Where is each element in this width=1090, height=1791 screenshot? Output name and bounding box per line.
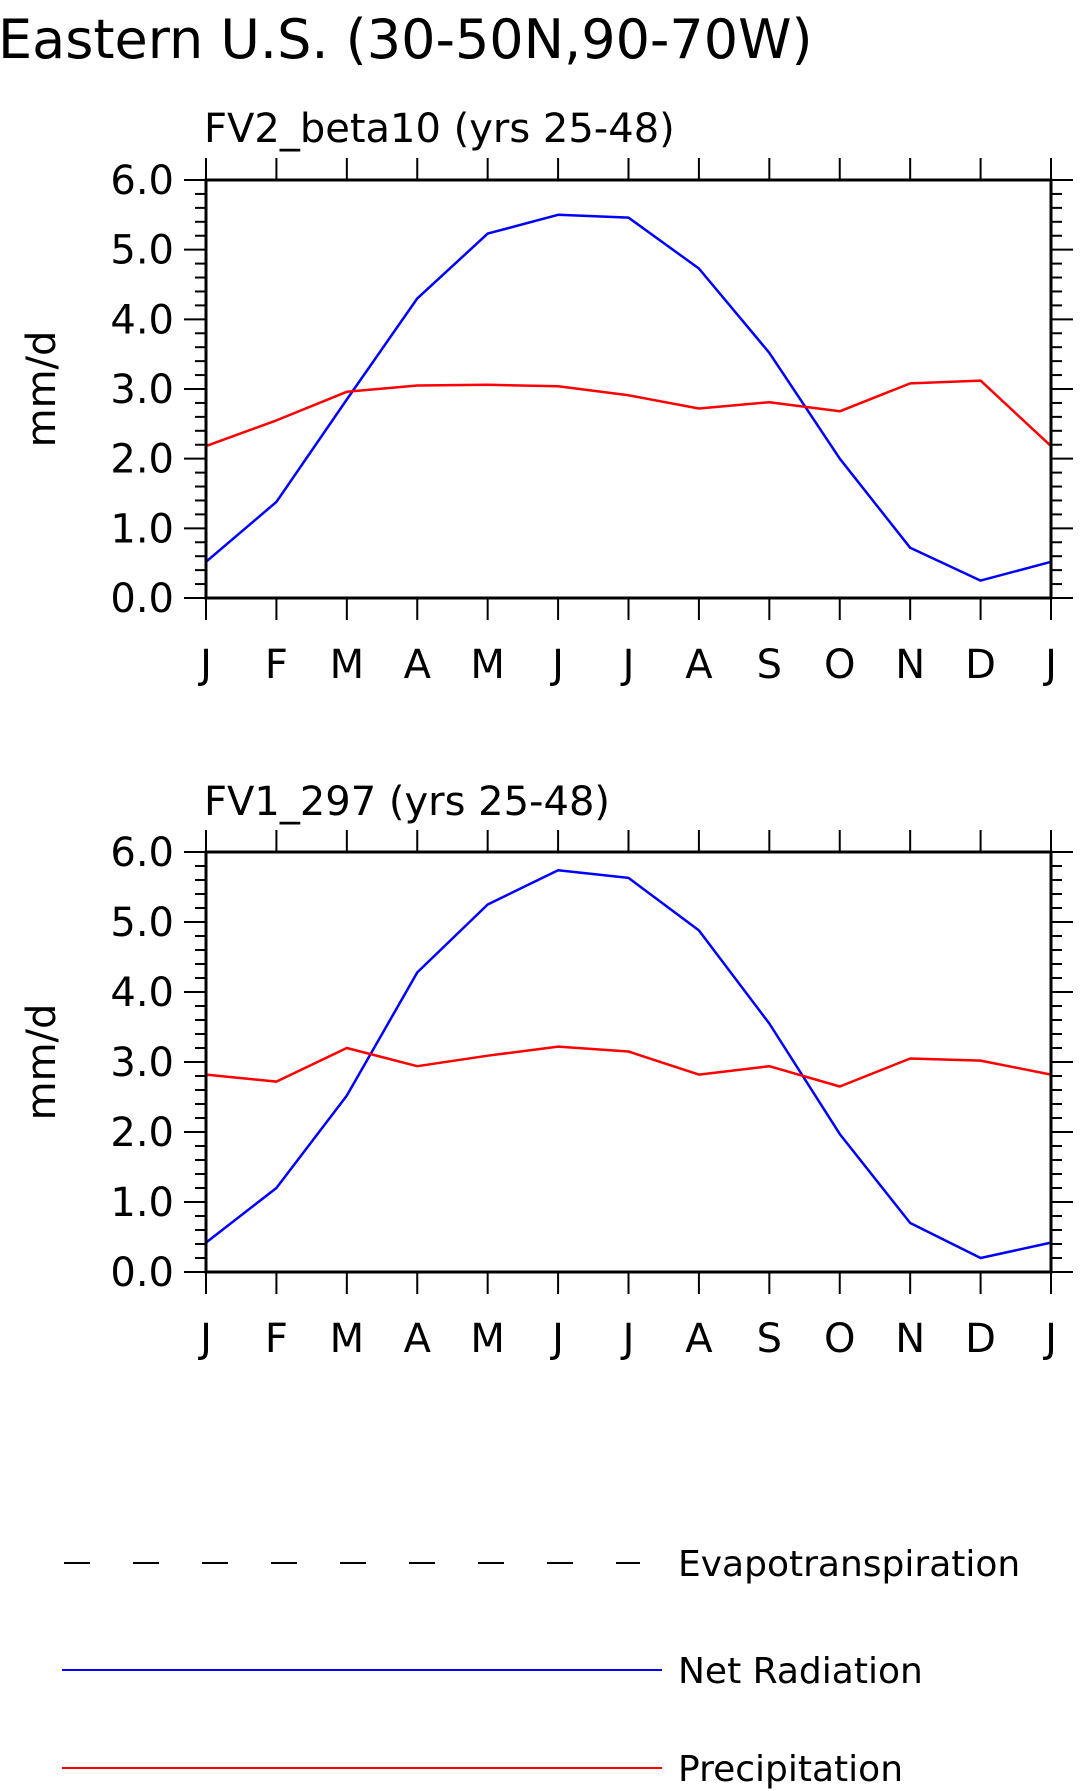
x-tick-label: A [685, 642, 713, 688]
x-tick-label: A [404, 1316, 432, 1362]
x-tick-label: J [549, 1316, 564, 1362]
x-tick-label: O [824, 1316, 855, 1362]
y-tick-label: 1.0 [110, 506, 174, 552]
x-tick-label: A [685, 1316, 713, 1362]
y-tick-label: 1.0 [110, 1180, 174, 1226]
net-radiation-line [205, 213, 1052, 582]
y-tick-label: 6.0 [110, 158, 174, 204]
y-tick-label: 0.0 [110, 1250, 174, 1296]
x-tick-label: D [965, 1316, 996, 1362]
precipitation-line [205, 1045, 1052, 1088]
y-tick-label: 3.0 [110, 367, 174, 413]
x-tick-label: J [197, 642, 212, 688]
x-tick-label: M [330, 1316, 365, 1362]
plot-frame [204, 178, 1053, 600]
x-tick-label: O [824, 642, 855, 688]
precipitation-line [205, 379, 1052, 448]
x-tick-label: M [330, 642, 365, 688]
y-tick-label: 3.0 [110, 1040, 174, 1086]
x-tick-label: J [1042, 1316, 1057, 1362]
x-tick-label: M [470, 642, 505, 688]
x-tick-label: S [757, 642, 782, 688]
x-tick-label: J [197, 1316, 212, 1362]
y-tick-label: 5.0 [110, 900, 174, 946]
panel-title: FV2_beta10 (yrs 25-48) [204, 106, 675, 152]
x-tick-label: A [404, 642, 432, 688]
y-axis-label: mm/d [19, 1004, 65, 1121]
chart-panel-1: FV2_beta10 (yrs 25-48) mm/d 0.0 1.0 2.0 3.0 4.… [19, 106, 1073, 688]
legend-label-precipitation: Precipitation [678, 1749, 903, 1790]
y-tick-label: 0.0 [110, 576, 174, 622]
x-tick-label: S [757, 1316, 782, 1362]
plot-frame [204, 850, 1053, 1274]
legend: Evapotranspiration Net Radiation Precipita… [62, 1544, 1020, 1790]
y-tick-label: 6.0 [110, 830, 174, 876]
x-tick-label: M [470, 1316, 505, 1362]
y-tick-label: 2.0 [110, 437, 174, 483]
x-tick-label: J [620, 1316, 635, 1362]
chart-panels: FV2_beta10 (yrs 25-48) mm/d 0.0 1.0 2.0 3.0 4.… [19, 106, 1073, 1362]
legend-label-net-radiation: Net Radiation [678, 1651, 923, 1692]
x-tick-label: J [549, 642, 564, 688]
chart-panel-2: FV1_297 (yrs 25-48) mm/d 0.0 1.0 2.0 3.0 4.0 5.… [19, 779, 1073, 1362]
x-tick-label: J [620, 642, 635, 688]
y-tick-label: 4.0 [110, 970, 174, 1016]
y-tick-label: 2.0 [110, 1110, 174, 1156]
x-tick-label: D [965, 642, 996, 688]
x-tick-label: N [895, 642, 925, 688]
x-tick-label: N [895, 1316, 925, 1362]
x-tick-label: F [265, 642, 288, 688]
page-title: Eastern U.S. (30-50N,90-70W) [0, 8, 813, 71]
y-tick-label: 4.0 [110, 297, 174, 343]
x-tick-label: F [265, 1316, 288, 1362]
panel-title: FV1_297 (yrs 25-48) [204, 779, 610, 825]
y-axis-label: mm/d [19, 331, 65, 448]
y-tick-label: 5.0 [110, 228, 174, 274]
legend-label-evapotranspiration: Evapotranspiration [678, 1544, 1020, 1585]
net-radiation-line [205, 868, 1052, 1260]
x-tick-label: J [1042, 642, 1057, 688]
